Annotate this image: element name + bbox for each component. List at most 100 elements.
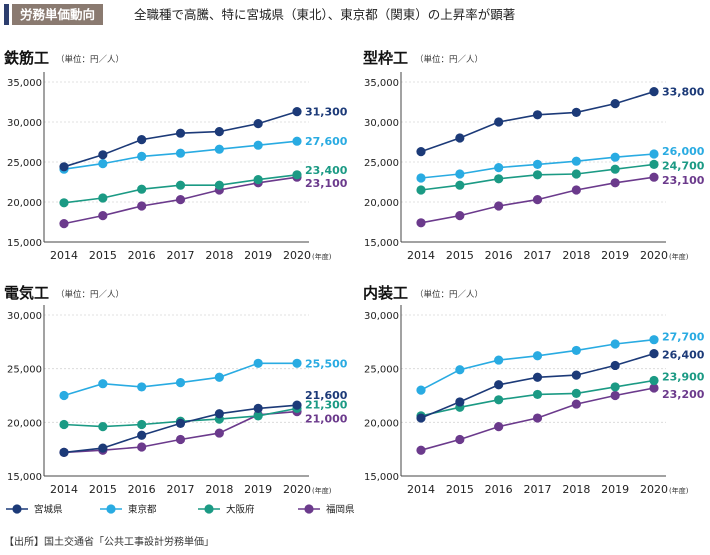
data-point <box>416 413 426 423</box>
data-point <box>649 172 659 182</box>
end-value-label: 26,000 <box>662 145 705 158</box>
data-point <box>59 447 69 457</box>
data-point <box>455 169 465 179</box>
data-point <box>571 169 581 179</box>
data-point <box>292 358 302 368</box>
x-tick-label: 2015 <box>446 249 474 262</box>
data-point <box>455 397 465 407</box>
data-point <box>571 370 581 380</box>
data-point <box>98 443 108 453</box>
data-point <box>455 180 465 190</box>
data-point <box>292 170 302 180</box>
x-tick-label: 2018 <box>205 483 233 496</box>
end-value-label: 25,500 <box>305 357 348 370</box>
end-value-label: 21,300 <box>305 398 348 411</box>
data-point <box>416 218 426 228</box>
data-point <box>416 185 426 195</box>
end-value-label: 24,700 <box>662 159 705 172</box>
data-point <box>253 140 263 150</box>
data-point <box>649 375 659 386</box>
y-tick-label: 15,000 <box>364 472 399 483</box>
end-value-label: 23,200 <box>662 388 705 401</box>
data-point <box>214 372 224 382</box>
x-tick-label: 2015 <box>89 249 117 262</box>
data-point <box>532 372 543 382</box>
x-tick-label: 2016 <box>485 483 513 496</box>
x-tick-label: 2020 <box>640 483 668 496</box>
panel-title: 内装工 <box>363 284 408 302</box>
end-value-label: 23,900 <box>662 370 705 383</box>
data-point <box>292 107 302 117</box>
y-tick-label: 30,000 <box>7 311 42 322</box>
x-tick-label: 2019 <box>601 249 629 262</box>
data-point <box>175 418 186 429</box>
data-point <box>455 434 465 445</box>
data-point <box>610 382 620 392</box>
x-tick-label: 2018 <box>562 249 590 262</box>
data-point <box>253 175 263 185</box>
y-tick-label: 30,000 <box>364 311 399 322</box>
data-point <box>253 403 263 413</box>
data-point <box>610 99 620 109</box>
legend-label: 宮城県 <box>34 504 63 516</box>
chart-panel-3: 電気工 （単位：円／人） 15,000 20,000 25,000 30,000 2014 2… <box>4 284 348 496</box>
data-point <box>59 390 69 401</box>
data-point <box>610 360 620 371</box>
data-point <box>494 174 504 184</box>
legend-marker <box>12 504 22 514</box>
data-point <box>494 380 504 390</box>
x-tick-label: 2015 <box>89 483 117 496</box>
data-point <box>59 162 69 172</box>
x-tick-label: 2014 <box>50 483 78 496</box>
data-point <box>175 378 186 388</box>
data-point <box>416 445 426 455</box>
panel-title: 鉄筋工 <box>4 49 49 67</box>
data-point <box>649 349 659 359</box>
legend-item: 福岡県 <box>298 504 355 516</box>
data-point <box>98 150 108 160</box>
data-point <box>214 409 224 419</box>
data-point <box>494 117 504 127</box>
y-tick-label: 20,000 <box>7 198 42 209</box>
y-tick-label: 35,000 <box>7 78 42 89</box>
y-tick-label: 15,000 <box>7 472 42 483</box>
data-point <box>532 110 543 120</box>
data-point <box>253 119 263 129</box>
x-tick-label: 2017 <box>167 483 195 496</box>
legend-label: 大阪府 <box>226 504 255 516</box>
x-tick-label: 2016 <box>128 483 156 496</box>
unit-label: （単位：円／人） <box>56 54 124 65</box>
data-point <box>137 419 147 430</box>
end-value-label: 27,600 <box>305 135 348 148</box>
section-tag: 労務単価動向 <box>12 4 104 25</box>
data-point <box>610 164 620 174</box>
data-point <box>571 107 581 117</box>
source-note: 【出所】国土交通省「公共工事設計労務単価」 <box>4 537 214 548</box>
data-point <box>455 211 465 221</box>
data-point <box>137 430 147 440</box>
x-tick-label: 2016 <box>128 249 156 262</box>
x-tick-label: 2017 <box>524 483 552 496</box>
y-tick-label: 20,000 <box>7 418 42 429</box>
data-point <box>98 379 108 389</box>
chart-panel-4: 内装工 （単位：円／人） 15,000 20,000 25,000 30,000 2014 2… <box>363 284 705 496</box>
x-tick-label: 2019 <box>601 483 629 496</box>
y-tick-label: 20,000 <box>364 418 399 429</box>
data-point <box>494 395 504 405</box>
data-point <box>98 211 108 221</box>
data-point <box>494 201 504 211</box>
x-tick-label: 2014 <box>50 249 78 262</box>
y-tick-label: 15,000 <box>364 238 399 249</box>
data-point <box>175 148 186 158</box>
data-point <box>416 385 426 395</box>
data-point <box>175 180 186 190</box>
end-value-label: 21,000 <box>305 413 348 426</box>
data-point <box>137 135 147 145</box>
data-point <box>610 178 620 188</box>
legend-label: 福岡県 <box>326 504 355 516</box>
data-point <box>494 422 504 432</box>
data-point <box>416 147 426 157</box>
data-point <box>532 413 543 423</box>
y-tick-label: 25,000 <box>7 365 42 376</box>
data-point <box>59 419 69 430</box>
